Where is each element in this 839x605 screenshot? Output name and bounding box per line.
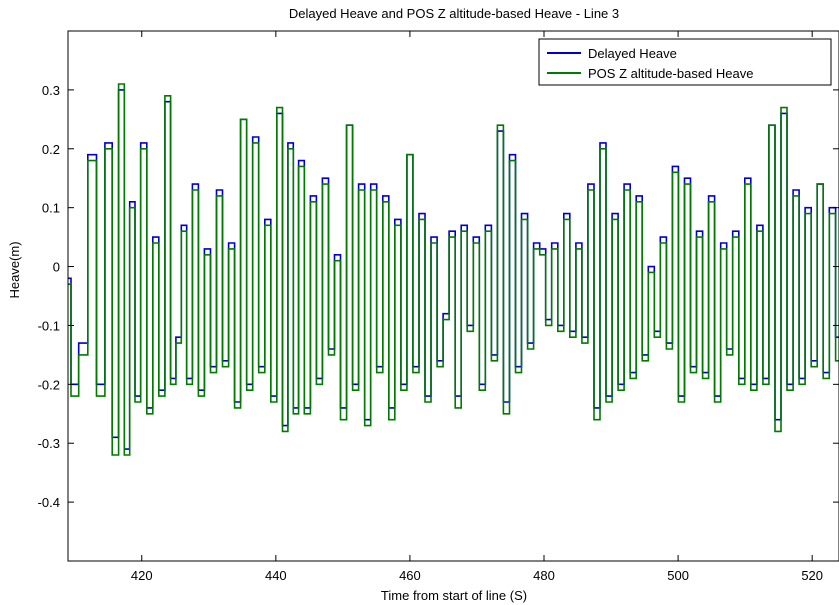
x-tick-label: 460 <box>399 568 421 583</box>
legend-label-delayed-heave: Delayed Heave <box>588 46 677 61</box>
x-tick-label: 420 <box>131 568 153 583</box>
axis-ticks: 420 440 460 480 500 520 -0.4 -0.3 -0.2 -0.1 0 0.1 0.… <box>38 31 839 583</box>
y-tick-label: 0.1 <box>42 201 60 216</box>
x-tick-label: 440 <box>265 568 287 583</box>
y-axis-title: Heave(m) <box>7 241 22 298</box>
chart-title: Delayed Heave and POS Z altitude-based H… <box>289 6 619 21</box>
y-tick-label: -0.2 <box>38 377 60 392</box>
x-axis-title: Time from start of line (S) <box>381 588 527 603</box>
y-tick-label: -0.3 <box>38 436 60 451</box>
series-line-1 <box>68 83 839 456</box>
x-tick-label: 500 <box>667 568 689 583</box>
y-tick-label: 0 <box>53 260 60 275</box>
y-tick-label: 0.3 <box>42 83 60 98</box>
plot-frame <box>67 30 839 562</box>
x-tick-label: 480 <box>533 568 555 583</box>
legend-box <box>538 38 832 86</box>
x-tick-label: 520 <box>801 568 823 583</box>
y-tick-label: -0.1 <box>38 318 60 333</box>
y-tick-label: 0.2 <box>42 142 60 157</box>
plot-area <box>68 83 839 456</box>
legend-label-pos-z-heave: POS Z altitude-based Heave <box>588 66 753 81</box>
series-line-0 <box>68 89 839 450</box>
legend: Delayed Heave POS Z altitude-based Heave <box>538 38 832 86</box>
y-tick-label: -0.4 <box>38 495 60 510</box>
